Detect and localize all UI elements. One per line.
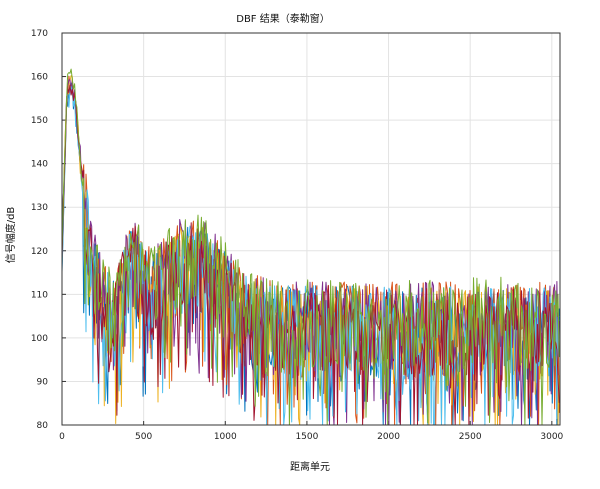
series-lines (61, 68, 560, 426)
x-tick-label: 1000 (214, 432, 237, 442)
y-tick-label: 140 (31, 160, 48, 170)
y-tick-label: 80 (37, 421, 49, 431)
y-axis-title: 信号幅度/dB (4, 207, 17, 264)
y-tick-label: 110 (31, 290, 48, 300)
x-tick-label: 0 (59, 432, 65, 442)
x-axis-title: 距离单元 (290, 460, 330, 473)
x-tick-label: 2500 (459, 432, 482, 442)
y-tick-label: 170 (31, 29, 48, 39)
y-tick-label: 130 (31, 203, 48, 213)
x-tick-label: 1500 (295, 432, 318, 442)
y-tick-label: 150 (31, 116, 48, 126)
y-tick-labels: 80 90 100 110 120 130 140 150 160 170 (31, 29, 48, 431)
series-line (61, 84, 560, 426)
chart-title: DBF 结果（泰勒窗） (236, 12, 330, 25)
y-tick-label: 120 (31, 247, 48, 257)
y-tick-label: 160 (31, 73, 48, 83)
series-line (61, 68, 560, 426)
x-tick-label: 2000 (377, 432, 400, 442)
plot-frame (61, 32, 561, 426)
y-tick-label: 100 (31, 334, 48, 344)
x-tick-labels: 0 500 1000 1500 2000 2500 3000 (59, 432, 563, 442)
x-tick-label: 3000 (540, 432, 563, 442)
y-tick-label: 90 (37, 377, 49, 387)
x-tick-label: 500 (135, 432, 152, 442)
